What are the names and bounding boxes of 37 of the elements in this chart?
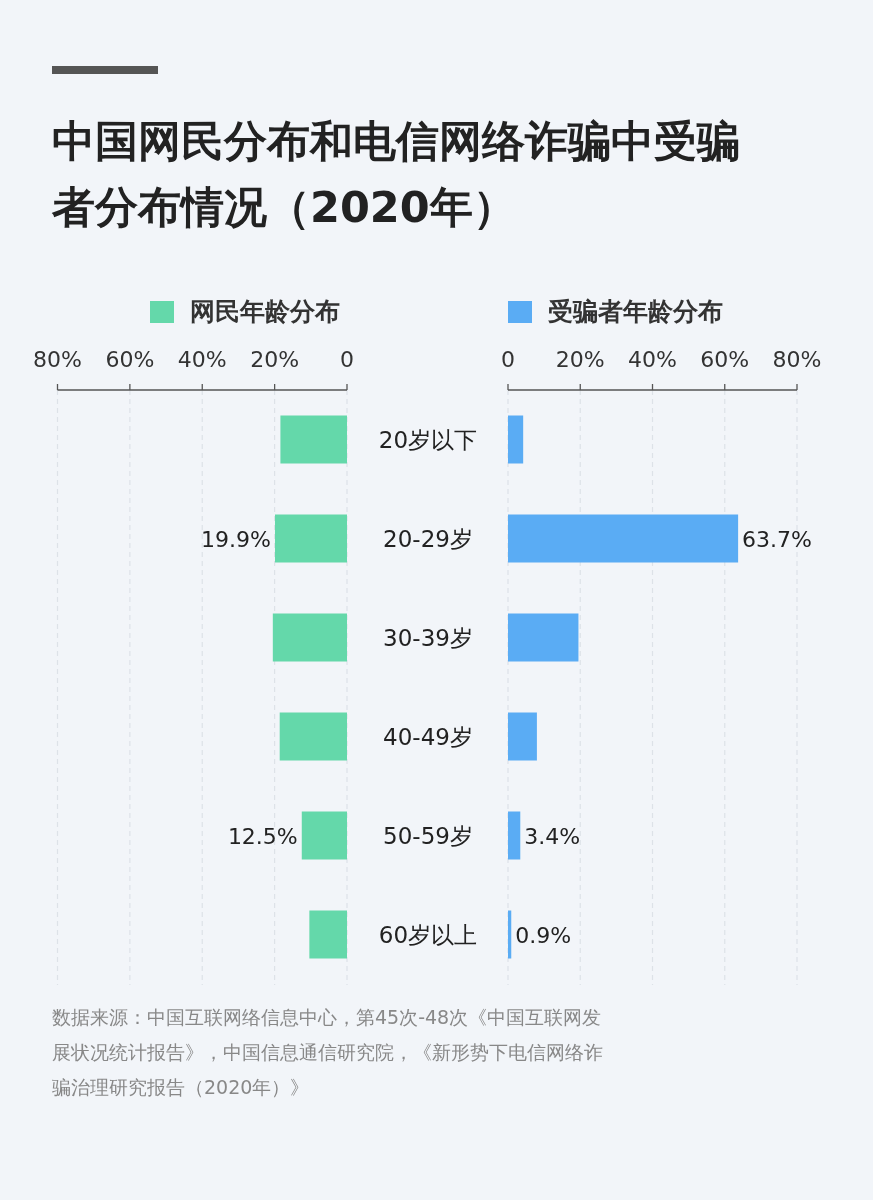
bar bbox=[508, 514, 739, 563]
x-tick-label: 60% bbox=[700, 347, 750, 372]
x-tick-label: 40% bbox=[628, 347, 677, 372]
bar bbox=[309, 910, 347, 959]
data-label: 63.7% bbox=[742, 526, 813, 552]
y-tick-label: 20-29岁 bbox=[383, 525, 473, 552]
data-label: 12.5% bbox=[227, 823, 298, 849]
x-tick-label: 80% bbox=[33, 347, 82, 372]
x-tick-label: 40% bbox=[177, 347, 227, 372]
x-tick-label: 80% bbox=[772, 347, 822, 372]
data-label: 3.4% bbox=[524, 823, 581, 849]
bar bbox=[508, 613, 579, 662]
x-tick-label: 20% bbox=[250, 347, 300, 372]
source-note: 数据来源：中国互联网络信息中心，第45次-48次《中国互联网发展状况统计报告》，中国信息通信研究院，《新形势下电信网络诈骗治理研究报告（2020年）》 bbox=[52, 1005, 604, 1100]
bar bbox=[301, 811, 347, 860]
y-tick-label: 40-49岁 bbox=[383, 723, 473, 750]
legend-label: 受骗者年龄分布 bbox=[548, 297, 723, 326]
x-tick-label: 60% bbox=[105, 347, 155, 372]
bar bbox=[280, 415, 347, 464]
bar bbox=[508, 712, 537, 761]
bar bbox=[272, 613, 347, 662]
legend-label: 网民年龄分布 bbox=[190, 297, 340, 326]
bar bbox=[274, 514, 347, 563]
chart-title: 中国网民分布和电信网络诈骗中受骗者分布情况（2020年） bbox=[52, 115, 741, 234]
bar bbox=[279, 712, 347, 761]
y-tick-label: 20岁以下 bbox=[378, 426, 478, 453]
x-tick-label: 0 bbox=[340, 347, 354, 372]
data-label: 19.9% bbox=[201, 526, 271, 552]
bar bbox=[508, 811, 521, 860]
x-tick-label: 0 bbox=[501, 347, 515, 372]
data-label: 0.9% bbox=[515, 922, 572, 948]
y-tick-label: 30-39岁 bbox=[383, 624, 473, 651]
y-tick-label: 60岁以上 bbox=[378, 921, 478, 948]
bar bbox=[508, 910, 512, 959]
x-tick-label: 20% bbox=[555, 347, 605, 372]
bar bbox=[508, 415, 524, 464]
y-tick-label: 50-59岁 bbox=[383, 822, 473, 849]
